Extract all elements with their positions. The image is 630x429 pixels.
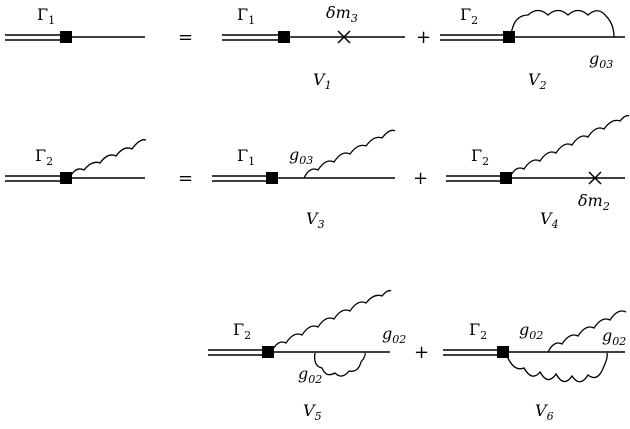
v1-label: V1 bbox=[313, 70, 332, 92]
photon-line bbox=[69, 139, 147, 178]
g02-label-right: g02 bbox=[602, 326, 626, 348]
equals-sign-2: = bbox=[178, 168, 193, 189]
photon-loop bbox=[314, 352, 366, 377]
vertex-square bbox=[266, 172, 278, 184]
diagram-v1: Γ1 δm3 V1 bbox=[222, 3, 405, 92]
photon-line bbox=[303, 129, 396, 179]
plus-sign-3: + bbox=[414, 342, 429, 363]
g02-label-bottom: g02 bbox=[298, 364, 322, 386]
vertex-square bbox=[262, 346, 274, 358]
photon-loop-lower bbox=[506, 352, 608, 383]
vertex-square bbox=[60, 31, 72, 43]
v6-label: V6 bbox=[535, 401, 554, 423]
gamma1-label: Γ1 bbox=[237, 146, 255, 168]
plus-sign-2: + bbox=[413, 168, 428, 189]
photon-loop bbox=[510, 9, 615, 38]
vertex-square bbox=[500, 172, 512, 184]
diagram-v5: Γ2 g02 g02 V5 bbox=[208, 289, 406, 423]
gamma2-label: Γ2 bbox=[460, 5, 478, 27]
gamma2-label: Γ2 bbox=[233, 320, 251, 342]
diagram-v6: Γ2 g02 g02 V6 bbox=[443, 310, 627, 423]
gamma2-label: Γ2 bbox=[469, 320, 487, 342]
g02-label-left: g02 bbox=[519, 320, 543, 342]
g03-label: g03 bbox=[289, 145, 313, 167]
mass-insertion-cross bbox=[337, 30, 351, 44]
v5-label: V5 bbox=[303, 401, 322, 423]
photon-line-upper bbox=[547, 310, 627, 353]
v2-label: V2 bbox=[528, 70, 547, 92]
diagram-v3: Γ1 g03 V3 bbox=[212, 129, 396, 231]
diagram-gamma2-lhs: Γ2 bbox=[5, 139, 147, 184]
g02-label-right: g02 bbox=[382, 324, 406, 346]
v4-label: V4 bbox=[540, 209, 559, 231]
photon-line bbox=[509, 114, 630, 178]
vertex-square bbox=[278, 31, 290, 43]
gamma1-label: Γ1 bbox=[37, 5, 55, 27]
mass-insertion-cross bbox=[588, 171, 602, 185]
plus-sign-1: + bbox=[416, 27, 431, 48]
diagram-v2: Γ2 g03 V2 bbox=[440, 5, 625, 92]
photon-line bbox=[271, 289, 392, 352]
diagram-gamma1-lhs: Γ1 bbox=[5, 5, 145, 43]
gamma2-label: Γ2 bbox=[471, 146, 489, 168]
vertex-square bbox=[60, 172, 72, 184]
g03-label: g03 bbox=[589, 49, 613, 71]
vertex-square bbox=[497, 346, 509, 358]
vertex-square bbox=[503, 31, 515, 43]
delta-m3-label: δm3 bbox=[326, 3, 358, 25]
delta-m2-label: δm2 bbox=[578, 191, 610, 213]
diagram-v4: Γ2 δm2 V4 bbox=[446, 114, 630, 231]
gamma2-label: Γ2 bbox=[35, 146, 53, 168]
gamma1-label: Γ1 bbox=[237, 5, 255, 27]
equals-sign-1: = bbox=[178, 27, 193, 48]
v3-label: V3 bbox=[306, 209, 325, 231]
